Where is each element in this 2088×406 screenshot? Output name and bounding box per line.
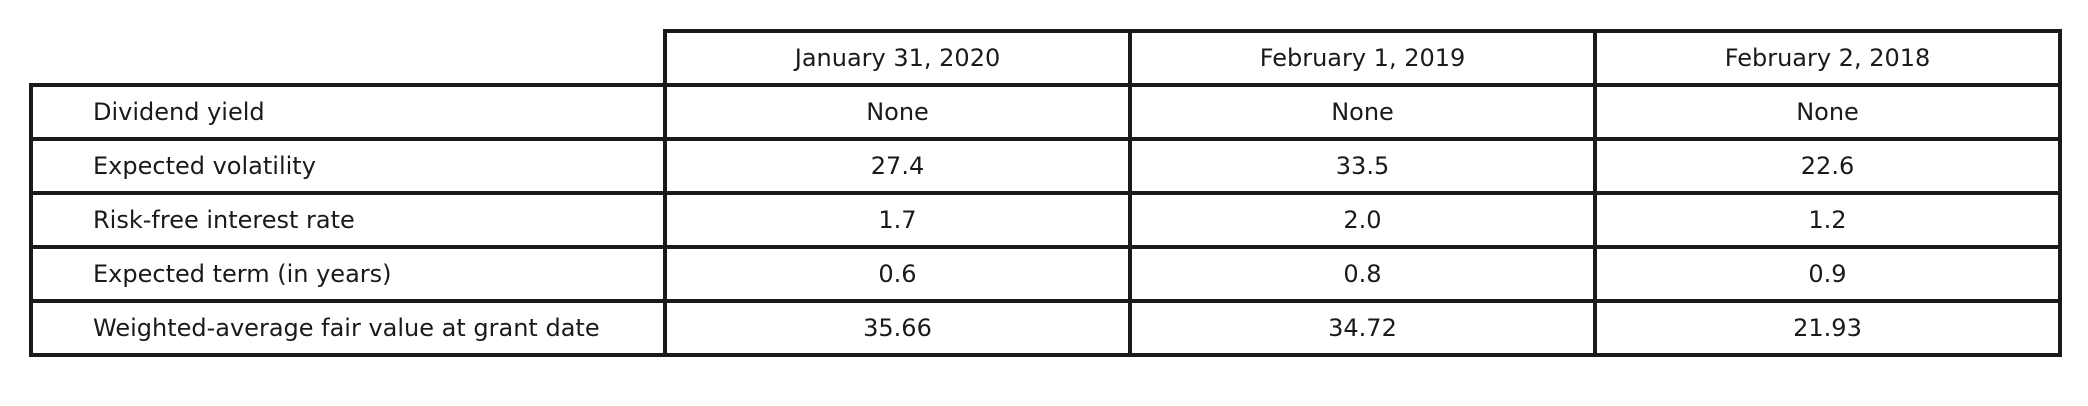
column-header: January 31, 2020 (663, 29, 1132, 87)
header-row: January 31, 2020 February 1, 2019 Februa… (31, 29, 2062, 87)
table-cell: 27.4 (663, 137, 1132, 195)
table-cell: 0.6 (663, 245, 1132, 303)
table-row: Weighted-average fair value at grant dat… (29, 299, 2062, 357)
table-cell: None (663, 83, 1132, 141)
table-cell: 33.5 (1128, 137, 1597, 195)
row-label: Risk-free interest rate (29, 191, 667, 249)
row-label: Weighted-average fair value at grant dat… (29, 299, 667, 357)
table-row: Dividend yield None None None (29, 83, 2062, 141)
empty-corner-cell (31, 31, 667, 87)
table-row: Expected term (in years) 0.6 0.8 0.9 (29, 245, 2062, 303)
table-cell: 1.2 (1593, 191, 2062, 249)
table-cell: 22.6 (1593, 137, 2062, 195)
table-row: Expected volatility 27.4 33.5 22.6 (29, 137, 2062, 195)
table-cell: None (1593, 83, 2062, 141)
row-label: Expected term (in years) (29, 245, 667, 303)
row-label: Expected volatility (29, 137, 667, 195)
table-cell: 34.72 (1128, 299, 1597, 357)
table-cell: 0.8 (1128, 245, 1597, 303)
column-header: February 2, 2018 (1593, 29, 2062, 87)
table-cell: 0.9 (1593, 245, 2062, 303)
column-header: February 1, 2019 (1128, 29, 1597, 87)
table-cell: 35.66 (663, 299, 1132, 357)
row-label: Dividend yield (29, 83, 667, 141)
table-cell: None (1128, 83, 1597, 141)
table-row: Risk-free interest rate 1.7 2.0 1.2 (29, 191, 2062, 249)
assumptions-table: January 31, 2020 February 1, 2019 Februa… (29, 29, 2062, 357)
table-cell: 2.0 (1128, 191, 1597, 249)
table-cell: 21.93 (1593, 299, 2062, 357)
table-cell: 1.7 (663, 191, 1132, 249)
